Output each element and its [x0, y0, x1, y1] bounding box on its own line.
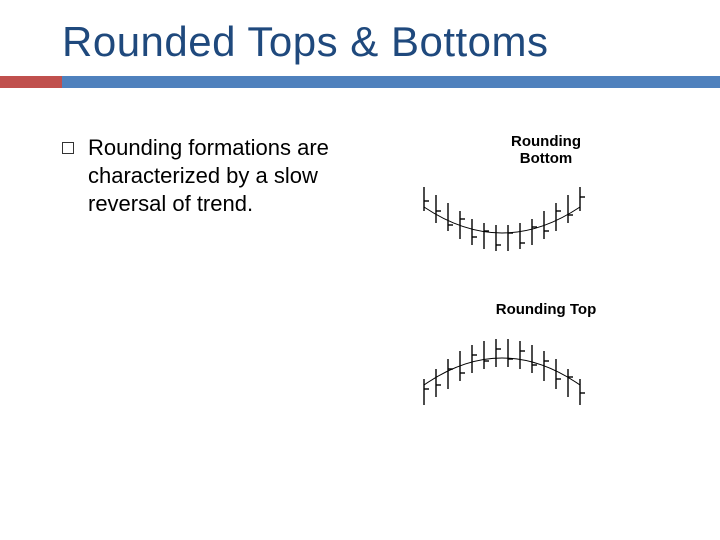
title-underline	[0, 76, 720, 88]
bullet-text: Rounding formations are characterized by…	[88, 134, 372, 218]
rounding-top-chart	[412, 319, 602, 414]
square-bullet-icon	[62, 142, 74, 154]
text-column: Rounding formations are characterized by…	[62, 134, 372, 454]
chart-column: RoundingBottom Rounding Top	[372, 134, 680, 454]
content-area: Rounding formations are characterized by…	[0, 88, 720, 454]
rounding-bottom-chart	[412, 167, 602, 262]
bullet-item: Rounding formations are characterized by…	[62, 134, 372, 218]
rounding-bottom-block: RoundingBottom	[412, 134, 680, 262]
rounding-top-label: Rounding Top	[412, 302, 680, 319]
rounding-bottom-label: RoundingBottom	[412, 134, 680, 167]
underline-main	[62, 76, 720, 88]
rounding-top-block: Rounding Top	[412, 302, 680, 414]
slide-title: Rounded Tops & Bottoms	[0, 0, 720, 72]
underline-accent	[0, 76, 62, 88]
